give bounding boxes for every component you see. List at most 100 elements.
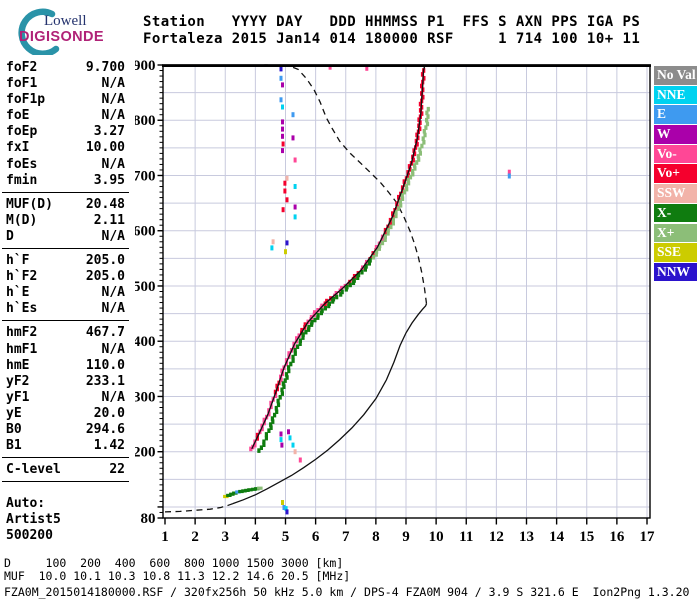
legend-item-vop: Vo+ <box>654 164 697 184</box>
echo-point <box>374 252 378 257</box>
legend-item-vom: Vo- <box>654 144 697 164</box>
echo-point <box>316 313 320 318</box>
scatter-point <box>281 133 284 139</box>
echo-point <box>363 267 367 272</box>
param-row-hmf1: hmF1 N/A <box>2 342 129 358</box>
echo-point <box>418 151 422 156</box>
echo-point <box>413 151 417 157</box>
echo-point <box>275 409 279 414</box>
param-row-d: D N/A <box>2 229 129 245</box>
param-value: 22 <box>109 462 125 478</box>
echo-point <box>279 377 283 383</box>
param-group: MUF(D) 20.48 M(D) 2.11 D N/A <box>2 195 129 250</box>
echo-dash <box>223 494 229 499</box>
scatter-point <box>291 135 295 141</box>
x-axis-label: 4 <box>252 529 260 545</box>
echo-point <box>313 310 317 315</box>
param-row-hf: h`F 205.0 <box>2 253 129 269</box>
param-row-foes: foEs N/A <box>2 157 129 173</box>
param-row-md: M(D) 2.11 <box>2 213 129 229</box>
echo-point <box>269 425 273 430</box>
echo-point <box>269 422 273 427</box>
echo-point <box>284 372 289 377</box>
param-value: N/A <box>101 156 125 172</box>
x-axis-label: 10 <box>429 529 444 545</box>
echo-point <box>304 329 308 335</box>
scatter-point <box>281 119 284 125</box>
distance-row: D 100 200 400 600 800 1000 1500 3000 [km… <box>4 556 344 570</box>
param-label: M(D) <box>6 212 38 228</box>
echo-dash <box>247 488 253 492</box>
echo-dash <box>238 489 244 494</box>
scatter-point <box>284 249 287 255</box>
echo-point <box>417 117 421 122</box>
echo-point <box>407 180 411 186</box>
echo-point <box>264 432 268 437</box>
echo-point <box>298 341 302 346</box>
echo-point <box>413 166 417 171</box>
echo-point <box>271 419 275 424</box>
echo-dash <box>232 491 238 495</box>
legend-item-xp: X+ <box>654 223 697 243</box>
param-label: hmF1 <box>6 341 38 357</box>
echo-dash <box>254 487 260 491</box>
echo-point <box>257 448 261 453</box>
echo-point <box>398 199 402 205</box>
echo-point <box>413 163 417 168</box>
legend-item-sse: SSE <box>654 243 697 262</box>
echo-point <box>425 110 429 116</box>
autoscaling-line: 500200 <box>6 528 53 544</box>
echo-point <box>386 231 390 236</box>
echo-point <box>389 224 393 230</box>
echo-point <box>284 358 289 363</box>
echo-point <box>267 428 271 433</box>
param-row-clevel: C-level 22 <box>2 462 129 478</box>
scatter-point <box>283 180 287 186</box>
echo-point <box>425 121 430 127</box>
param-label: B0 <box>6 421 22 437</box>
echo-point <box>374 245 378 250</box>
echo-point <box>421 94 425 100</box>
echo-point <box>253 442 257 448</box>
echo-point <box>273 412 277 418</box>
scatter-point <box>282 505 286 510</box>
echo-point <box>303 322 307 327</box>
scatter-point <box>283 188 287 194</box>
echo-point <box>375 249 379 254</box>
param-label: fmin <box>6 172 38 188</box>
param-value: 2.11 <box>93 212 125 228</box>
echo-point <box>296 344 300 349</box>
echo-point <box>411 171 415 177</box>
curve-model-topside-profile <box>264 64 428 304</box>
echo-point <box>283 378 287 383</box>
param-label: B1 <box>6 438 22 454</box>
y-axis-label: 700 <box>135 168 156 184</box>
scatter-point <box>281 82 284 88</box>
x-axis-label: 2 <box>191 529 199 545</box>
echo-point <box>313 317 317 323</box>
echo-point <box>383 231 387 236</box>
curve-true-height-profile-bottomside- <box>232 303 428 505</box>
param-value: 467.7 <box>85 325 125 341</box>
legend-item-nne: NNE <box>654 85 697 105</box>
scatter-point <box>281 207 285 213</box>
logo-text-lowell: Lowell <box>44 13 87 29</box>
scatter-point <box>281 104 284 110</box>
param-label: foE <box>6 108 30 124</box>
echo-dash <box>244 488 250 492</box>
echo-point <box>289 361 293 367</box>
y-axis-label: 200 <box>135 445 156 461</box>
echo-point <box>402 179 406 184</box>
param-value: 20.0 <box>93 405 125 421</box>
x-axis-label: 17 <box>640 529 656 545</box>
param-label: foEs <box>6 156 38 172</box>
param-value: 3.95 <box>93 172 125 188</box>
param-value: N/A <box>101 92 125 108</box>
echo-dash <box>241 489 247 493</box>
x-axis-label: 6 <box>312 529 320 545</box>
echo-point <box>281 381 285 386</box>
echo-point <box>293 347 297 353</box>
x-axis-label: 9 <box>402 529 410 545</box>
echo-point <box>418 101 422 107</box>
param-value: 110.0 <box>85 357 125 373</box>
